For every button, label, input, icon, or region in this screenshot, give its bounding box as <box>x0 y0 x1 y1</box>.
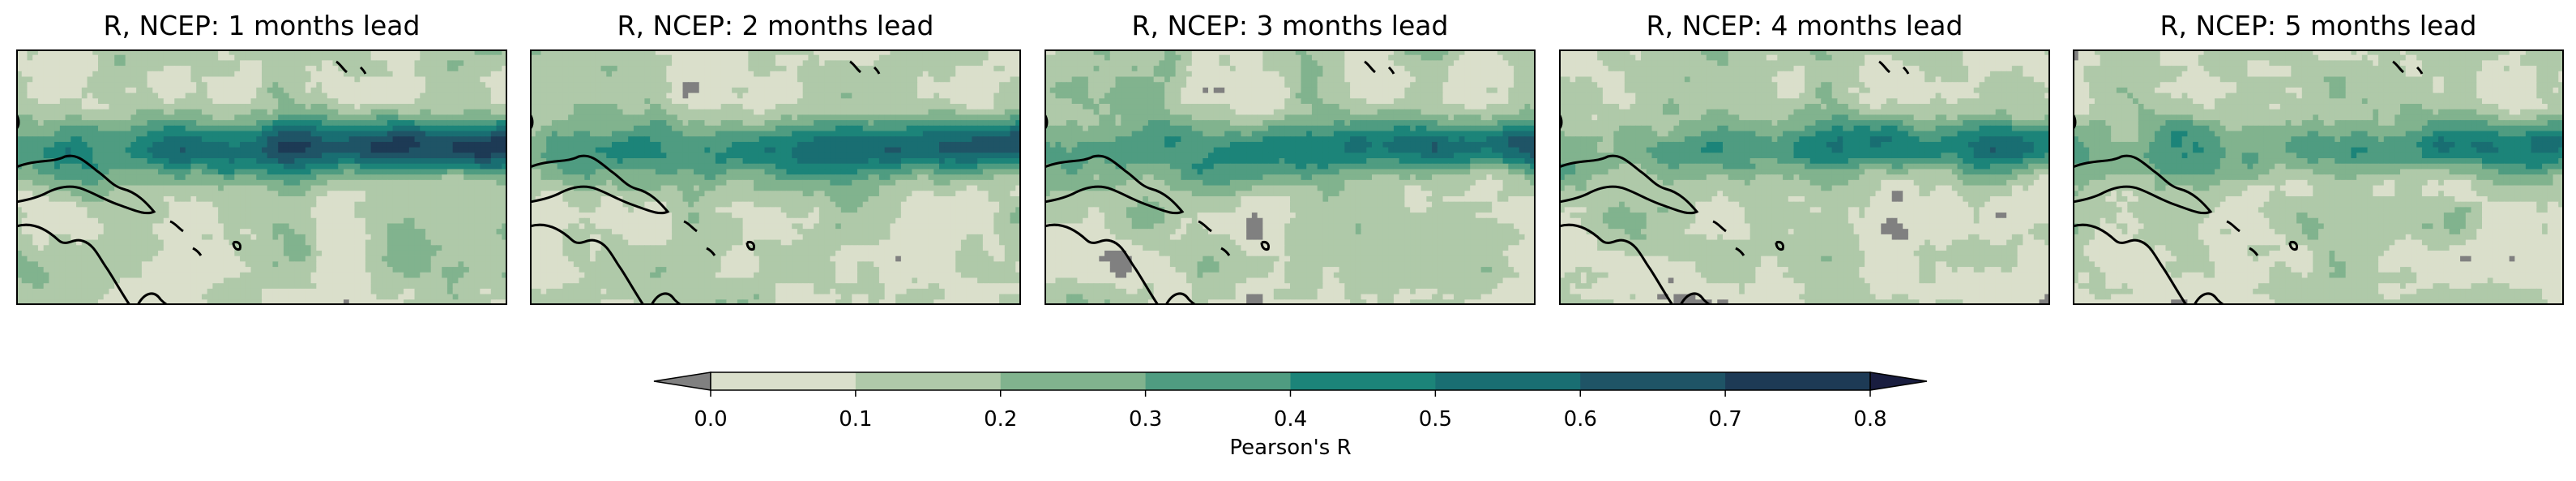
map-frame <box>16 49 507 305</box>
panel-title: R, NCEP: 5 months lead <box>2073 10 2564 41</box>
correlation-field <box>16 49 507 305</box>
colorbar-segment <box>1725 372 1871 390</box>
colorbar-tick-label: 0.5 <box>1419 407 1452 432</box>
correlation-map <box>16 49 507 305</box>
colorbar-tick-label: 0.4 <box>1274 407 1307 432</box>
colorbar-tick-label: 0.6 <box>1564 407 1597 432</box>
correlation-map <box>1044 49 1536 305</box>
colorbar-tick-label: 0.7 <box>1708 407 1741 432</box>
coastlines <box>16 60 367 305</box>
colorbar-under-arrow <box>653 371 711 391</box>
map-panel-lead-5: R, NCEP: 5 months lead <box>2073 0 2564 324</box>
colorbar-over-arrow <box>1869 371 1928 391</box>
colorbar-label: Pearson's R <box>652 436 1929 460</box>
colorbar-tick-label: 0.8 <box>1853 407 1886 432</box>
colorbar-segment <box>1290 372 1436 390</box>
colorbar-bar <box>653 371 1928 397</box>
colorbar-segment <box>855 372 1002 390</box>
colorbar-tick-label: 0.2 <box>984 407 1017 432</box>
correlation-map <box>1559 49 2050 305</box>
map-frame <box>1559 49 2050 305</box>
panel-title: R, NCEP: 2 months lead <box>530 10 1021 41</box>
correlation-map <box>2073 49 2564 305</box>
coastlines <box>530 60 881 305</box>
colorbar-segment <box>1145 372 1291 390</box>
map-panel-lead-2: R, NCEP: 2 months lead <box>530 0 1021 324</box>
correlation-field <box>1044 49 1536 305</box>
correlation-field <box>530 49 1021 305</box>
map-frame <box>1044 49 1536 305</box>
correlation-field <box>1559 49 2050 305</box>
colorbar-tick-label: 0.0 <box>694 407 727 432</box>
colorbar-tick-label: 0.1 <box>839 407 872 432</box>
colorbar-segment <box>1000 372 1147 390</box>
colorbar-tick-label: 0.3 <box>1129 407 1162 432</box>
correlation-map <box>530 49 1021 305</box>
correlation-field <box>2073 49 2564 305</box>
colorbar: 0.0 0.1 0.2 0.3 0.4 0.5 0.6 0.7 0.8 Pearson's R <box>652 369 1929 475</box>
map-panel-lead-3: R, NCEP: 3 months lead <box>1044 0 1536 324</box>
map-panel-lead-1: R, NCEP: 1 months lead <box>16 0 507 324</box>
colorbar-segment <box>1435 372 1581 390</box>
map-frame <box>2073 49 2564 305</box>
colorbar-segment <box>1580 372 1726 390</box>
panel-title: R, NCEP: 1 months lead <box>16 10 507 41</box>
map-panel-lead-4: R, NCEP: 4 months lead <box>1559 0 2050 324</box>
map-frame <box>530 49 1021 305</box>
panel-title: R, NCEP: 3 months lead <box>1044 10 1536 41</box>
panel-title: R, NCEP: 4 months lead <box>1559 10 2050 41</box>
colorbar-segment <box>711 372 857 390</box>
